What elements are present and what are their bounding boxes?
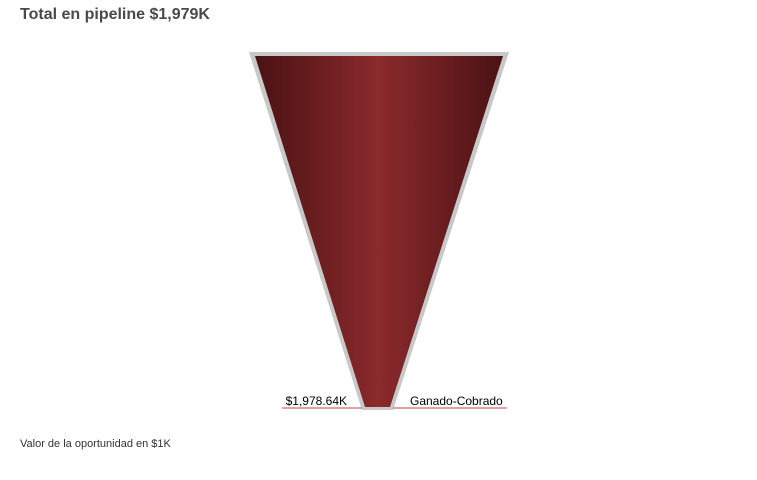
stage-value-label: $1,978.64K	[286, 394, 347, 408]
chart-title: Total en pipeline $1,979K	[20, 6, 210, 23]
stage-name-label: Ganado-Cobrado	[410, 394, 503, 408]
chart-footnote: Valor de la oportunidad en $1K	[20, 438, 171, 450]
funnel-stage-ganado-cobrado[interactable]	[255, 56, 503, 407]
